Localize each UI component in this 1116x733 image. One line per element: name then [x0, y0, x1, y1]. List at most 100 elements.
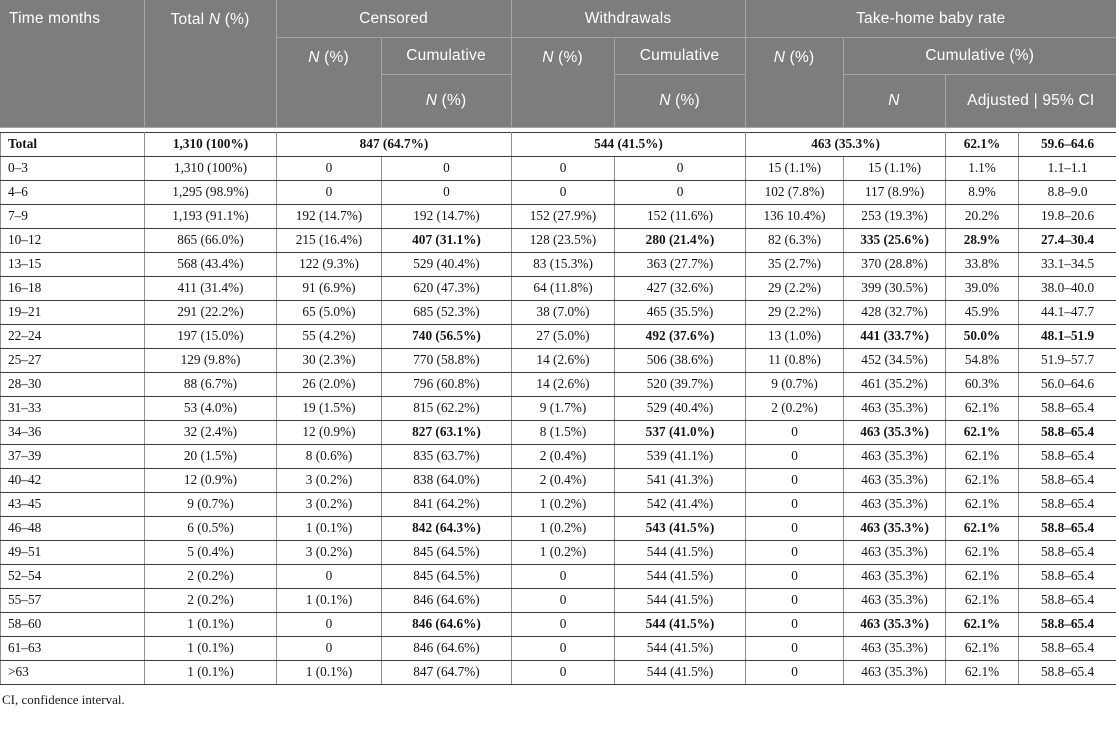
cell-takehome-cumulative: 463 (35.3%)	[843, 563, 947, 589]
cell-adjusted: 62.1%	[945, 563, 1020, 589]
cell-censored-cumulative: 827 (63.1%)	[380, 419, 513, 445]
cell-censored-n: 0	[276, 179, 382, 205]
header-takehome-cumulative-n: N	[842, 73, 946, 128]
cell-time: 31–33	[0, 395, 145, 421]
cell-ci: 58.8–65.4	[1018, 659, 1116, 685]
cell-withdrawals-cumulative: 529 (40.4%)	[614, 395, 747, 421]
cell-withdrawals-n: 2 (0.4%)	[511, 467, 616, 493]
cell-adjusted: 62.1%	[945, 539, 1020, 565]
cell-censored-cumulative: 815 (62.2%)	[380, 395, 513, 421]
cell-takehome-cumulative: 463 (35.3%)	[843, 635, 947, 661]
cell-censored-n: 91 (6.9%)	[276, 275, 382, 301]
cell-ci: 58.8–65.4	[1018, 515, 1116, 541]
cell-ci: 48.1–51.9	[1018, 323, 1116, 349]
cell-adjusted: 39.0%	[945, 275, 1020, 301]
cell-time: 40–42	[0, 467, 145, 493]
cell-withdrawals-total: 544 (41.5%)	[511, 131, 747, 157]
header-time-months: Time months	[0, 0, 145, 128]
cell-withdrawals-n: 1 (0.2%)	[511, 539, 616, 565]
cell-censored-cumulative: 847 (64.7%)	[380, 659, 513, 685]
cell-withdrawals-n: 1 (0.2%)	[511, 491, 616, 517]
cell-withdrawals-cumulative: 539 (41.1%)	[614, 443, 747, 469]
cell-withdrawals-cumulative: 0	[614, 179, 747, 205]
table-row: 49–51 5 (0.4%) 3 (0.2%) 845 (64.5%) 1 (0.2%)…	[0, 539, 1116, 565]
header-withdrawals-cumulative: Cumulative	[613, 36, 746, 75]
cell-ci: 56.0–64.6	[1018, 371, 1116, 397]
cell-withdrawals-cumulative: 520 (39.7%)	[614, 371, 747, 397]
cell-time: 37–39	[0, 443, 145, 469]
cell-time: 7–9	[0, 203, 145, 229]
cell-total: 1 (0.1%)	[144, 635, 277, 661]
cell-ci: 58.8–65.4	[1018, 563, 1116, 589]
cell-total: 12 (0.9%)	[144, 467, 277, 493]
cell-ci: 58.8–65.4	[1018, 419, 1116, 445]
cell-censored-cumulative: 0	[380, 155, 513, 181]
cell-total: 129 (9.8%)	[144, 347, 277, 373]
header-takehome-n-pct: N (%)	[744, 36, 844, 128]
cell-takehome-n: 0	[745, 611, 845, 637]
cell-ci: 59.6–64.6	[1018, 131, 1116, 157]
cell-takehome-n: 0	[745, 515, 845, 541]
cell-takehome-cumulative: 463 (35.3%)	[843, 539, 947, 565]
cell-total: 88 (6.7%)	[144, 371, 277, 397]
cell-censored-n: 30 (2.3%)	[276, 347, 382, 373]
cell-takehome-n: 35 (2.7%)	[745, 251, 845, 277]
cell-takehome-n: 29 (2.2%)	[745, 275, 845, 301]
cell-withdrawals-cumulative: 544 (41.5%)	[614, 659, 747, 685]
cell-total: 1,310 (100%)	[144, 131, 277, 157]
cell-adjusted: 60.3%	[945, 371, 1020, 397]
cell-withdrawals-n: 0	[511, 635, 616, 661]
cell-takehome-n: 136 10.4%)	[745, 203, 845, 229]
cell-takehome-n: 0	[745, 443, 845, 469]
cell-withdrawals-cumulative: 427 (32.6%)	[614, 275, 747, 301]
cell-ci: 58.8–65.4	[1018, 395, 1116, 421]
cell-total: 1 (0.1%)	[144, 611, 277, 637]
header-table: Time months Total N (%) Censored Withdra…	[0, 0, 1116, 128]
cell-ci: 33.1–34.5	[1018, 251, 1116, 277]
table-row: 58–60 1 (0.1%) 0 846 (64.6%) 0 544 (41.5%) 0 46…	[0, 611, 1116, 637]
table-row: 43–45 9 (0.7%) 3 (0.2%) 841 (64.2%) 1 (0.2%)…	[0, 491, 1116, 517]
cell-withdrawals-cumulative: 152 (11.6%)	[614, 203, 747, 229]
cell-adjusted: 50.0%	[945, 323, 1020, 349]
table-row: 13–15 568 (43.4%) 122 (9.3%) 529 (40.4%) 83 …	[0, 251, 1116, 277]
cell-censored-n: 26 (2.0%)	[276, 371, 382, 397]
cell-withdrawals-n: 9 (1.7%)	[511, 395, 616, 421]
table-row-total: Total 1,310 (100%) 847 (64.7%) 544 (41.5%) 4…	[0, 131, 1116, 157]
cell-time: >63	[0, 659, 145, 685]
cell-censored-n: 192 (14.7%)	[276, 203, 382, 229]
cell-time: Total	[0, 131, 145, 157]
cell-adjusted: 54.8%	[945, 347, 1020, 373]
cell-withdrawals-n: 27 (5.0%)	[511, 323, 616, 349]
cell-censored-n: 1 (0.1%)	[276, 587, 382, 613]
cell-adjusted: 20.2%	[945, 203, 1020, 229]
cell-total: 53 (4.0%)	[144, 395, 277, 421]
cell-takehome-cumulative: 428 (32.7%)	[843, 299, 947, 325]
cell-time: 22–24	[0, 323, 145, 349]
header-total-n: Total N (%)	[143, 0, 277, 128]
cell-time: 25–27	[0, 347, 145, 373]
cell-ci: 27.4–30.4	[1018, 227, 1116, 253]
table-row: 34–36 32 (2.4%) 12 (0.9%) 827 (63.1%) 8 (1.5…	[0, 419, 1116, 445]
table-row: 22–24 197 (15.0%) 55 (4.2%) 740 (56.5%) 27 (…	[0, 323, 1116, 349]
cell-total: 6 (0.5%)	[144, 515, 277, 541]
cell-time: 61–63	[0, 635, 145, 661]
cell-takehome-n: 11 (0.8%)	[745, 347, 845, 373]
cell-takehome-n: 0	[745, 659, 845, 685]
cell-time: 19–21	[0, 299, 145, 325]
cell-censored-n: 8 (0.6%)	[276, 443, 382, 469]
cell-withdrawals-n: 64 (11.8%)	[511, 275, 616, 301]
cell-censored-cumulative: 529 (40.4%)	[380, 251, 513, 277]
cell-total: 9 (0.7%)	[144, 491, 277, 517]
cell-ci: 58.8–65.4	[1018, 467, 1116, 493]
cell-total: 1,295 (98.9%)	[144, 179, 277, 205]
cell-time: 16–18	[0, 275, 145, 301]
header-withdrawals-n-pct: N (%)	[510, 36, 615, 128]
cell-withdrawals-cumulative: 544 (41.5%)	[614, 611, 747, 637]
cell-takehome-n: 0	[745, 419, 845, 445]
cell-withdrawals-n: 0	[511, 611, 616, 637]
cell-adjusted: 8.9%	[945, 179, 1020, 205]
cell-total: 291 (22.2%)	[144, 299, 277, 325]
cell-takehome-cumulative: 463 (35.3%)	[843, 443, 947, 469]
cell-withdrawals-cumulative: 280 (21.4%)	[614, 227, 747, 253]
cell-withdrawals-n: 14 (2.6%)	[511, 347, 616, 373]
